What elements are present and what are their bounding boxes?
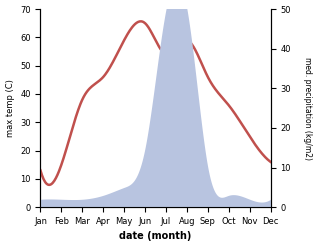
X-axis label: date (month): date (month): [119, 231, 192, 242]
Y-axis label: med. precipitation (kg/m2): med. precipitation (kg/m2): [303, 57, 313, 160]
Y-axis label: max temp (C): max temp (C): [5, 79, 15, 137]
